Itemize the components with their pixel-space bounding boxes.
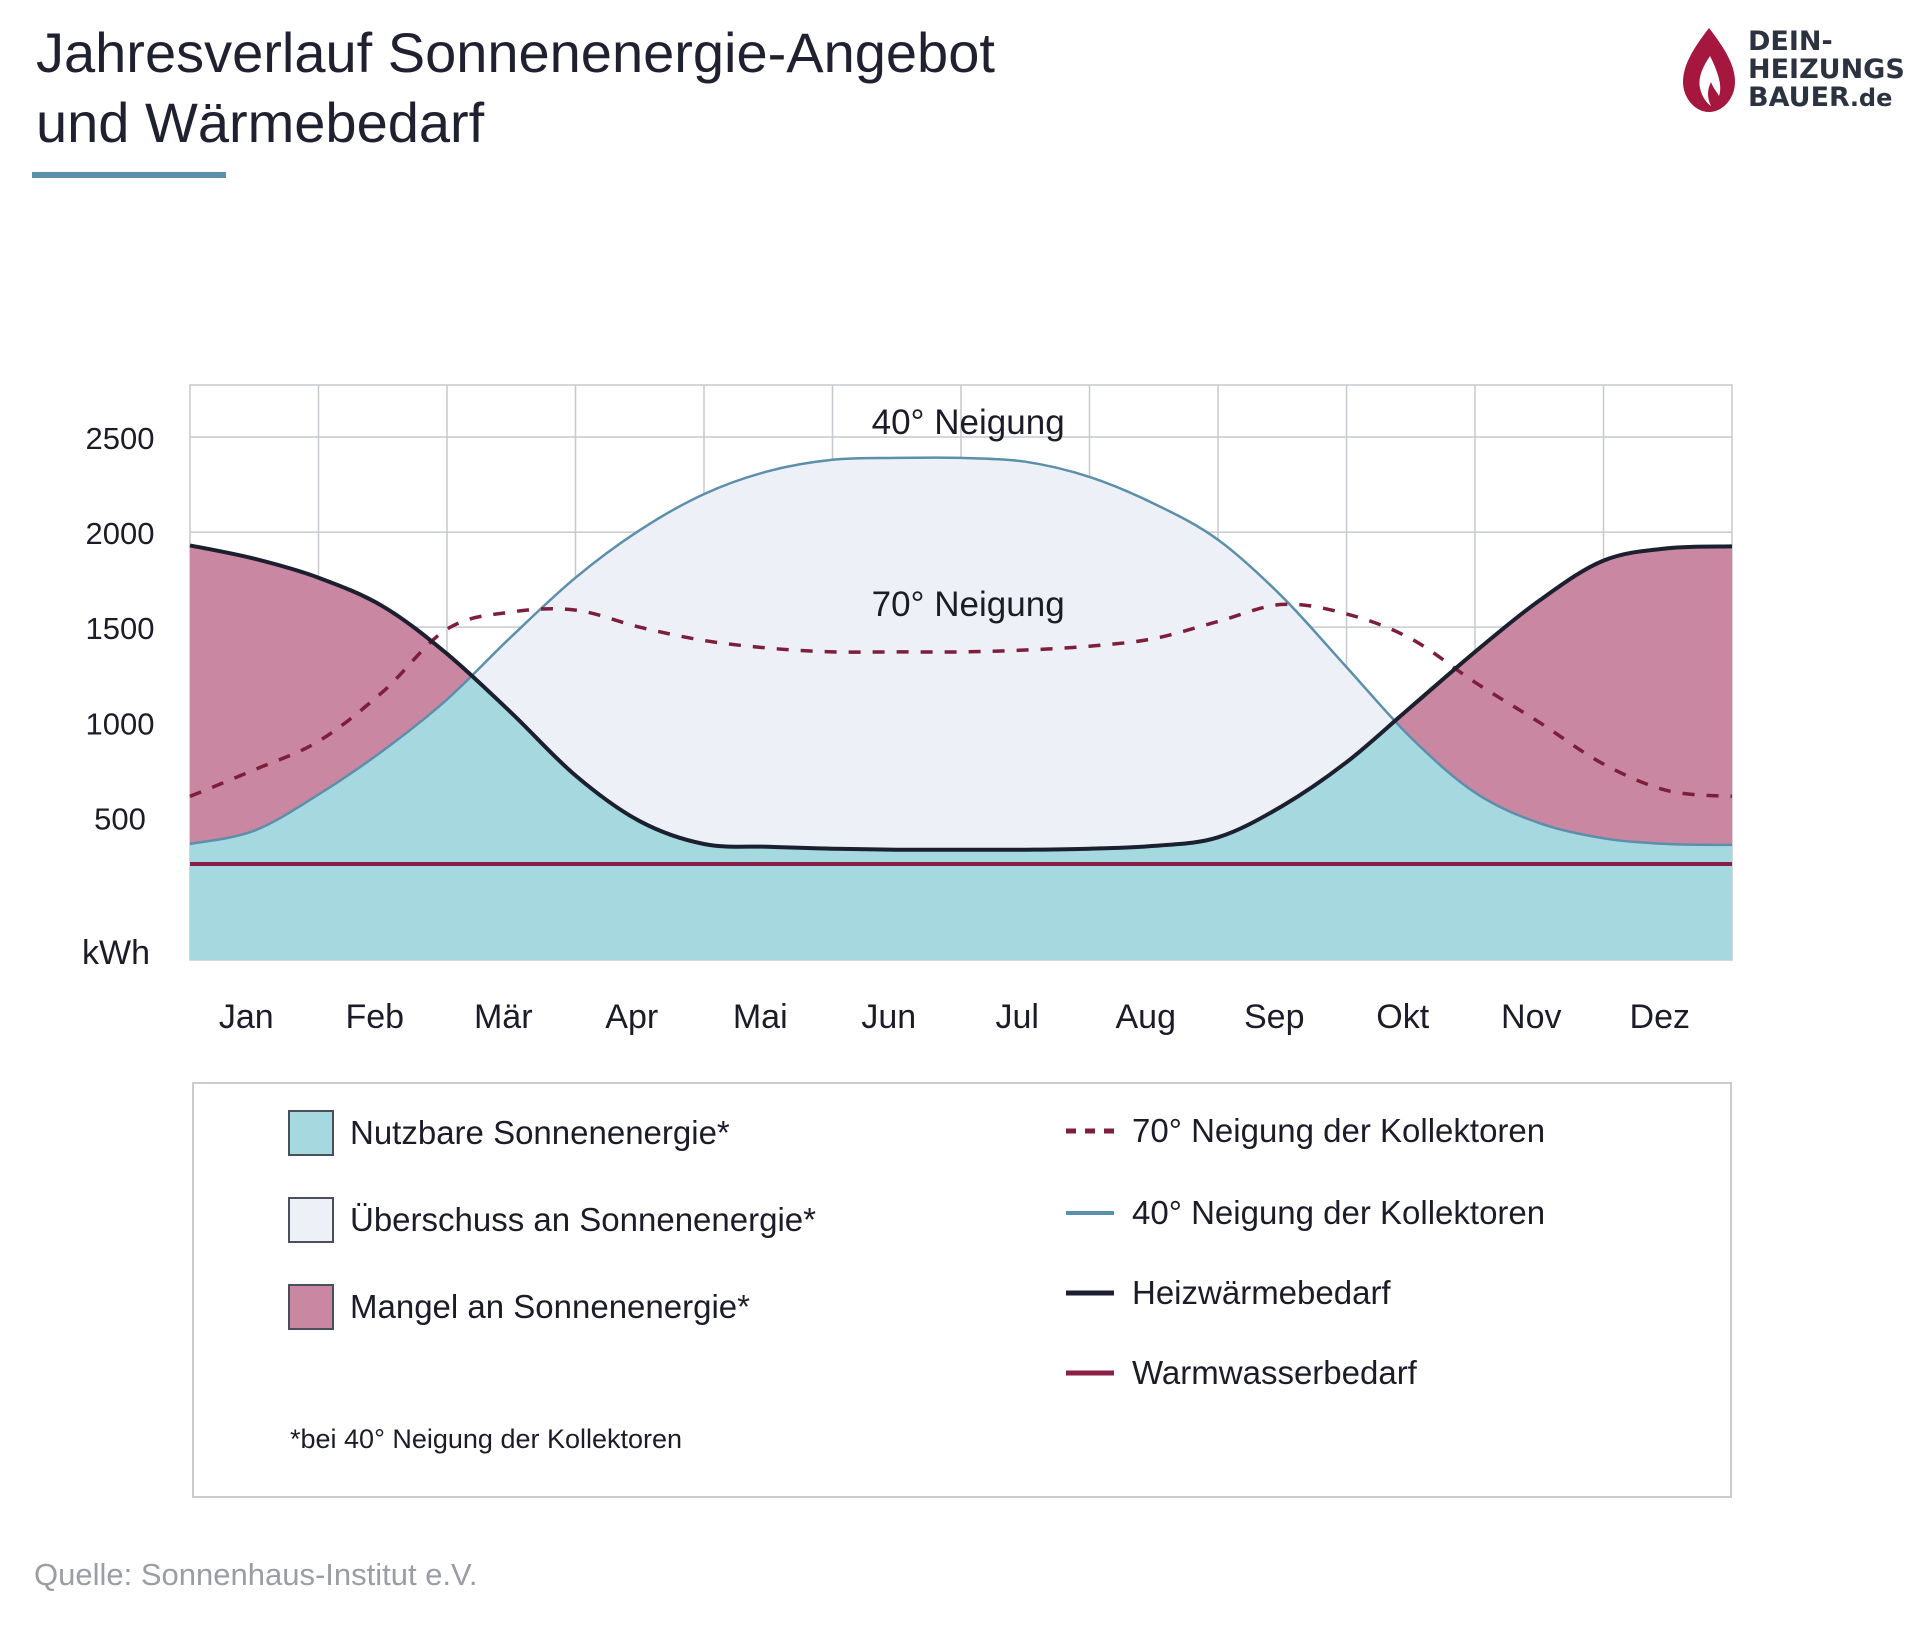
y-tick-label: 1500 [86,611,155,646]
x-tick-label: Sep [1244,998,1305,1036]
title-line-2: und Wärmebedarf [36,91,485,154]
x-tick-label: Nov [1501,998,1561,1036]
legend-swatch-mangel [288,1284,334,1330]
legend-swatch-nutzbar [288,1110,334,1156]
legend-label-heiz: Heizwärmebedarf [1132,1274,1391,1311]
series-annotation: 70° Neigung [872,585,1065,624]
logo-wordmark: DEIN- HEIZUNGS BAUER.de [1748,26,1905,113]
y-tick-label: 2000 [86,516,155,551]
series-line-40 [189,456,1733,847]
legend-swatch-ueberschuss [288,1197,334,1243]
legend-item-nutzbar: Nutzbare Sonnenenergie* [288,1110,730,1156]
x-tick-label: Aug [1116,998,1177,1036]
legend-label-70: 70° Neigung der Kollektoren [1132,1112,1546,1149]
logo-line-2: HEIZUNGS [1748,54,1905,85]
series-annotation: 40° Neigung [872,403,1065,442]
legend-line-warmwasser [1066,1370,1114,1376]
y-tick-label: 2500 [86,421,155,456]
legend-item-heiz: Heizwärmebedarf [1066,1274,1391,1312]
title-underline [32,172,226,178]
legend-item-mangel: Mangel an Sonnenenergie* [288,1284,750,1330]
legend-footnote: *bei 40° Neigung der Kollektoren [290,1424,683,1454]
y-tick-label: 500 [94,801,146,836]
series-line-heiz [189,543,1733,852]
legend-item-ueberschuss: Überschuss an Sonnenenergie* [288,1197,816,1243]
logo-line-3-main: BAUER [1748,82,1850,113]
y-tick-label: 1000 [86,706,155,741]
area-layer [190,457,1732,960]
x-tick-label: Okt [1376,998,1429,1036]
source-note: Quelle: Sonnenhaus-Institut e.V. [34,1557,478,1592]
logo-line-3-suffix: .de [1849,84,1893,112]
logo-line-3: BAUER.de [1748,82,1905,113]
x-tick-label: Jun [861,998,916,1036]
line-layer [189,456,1733,866]
x-tick-label: Jul [996,998,1039,1036]
brand-logo: DEIN- HEIZUNGS BAUER.de [1680,24,1905,124]
legend-label-warmwasser: Warmwasserbedarf [1132,1354,1417,1391]
legend-label-40: 40° Neigung der Kollektoren [1132,1194,1546,1231]
flame-drop-icon [1683,28,1735,112]
y-axis-unit-label: kWh [82,934,150,972]
solar-chart: 500 1000 1500 2000 2500 kWh Jan Feb Mär Apr Mai Jun… [82,384,1733,1036]
legend-item-40: 40° Neigung der Kollektoren [1066,1194,1545,1232]
legend-label-mangel: Mangel an Sonnenenergie* [350,1288,750,1325]
legend: Nutzbare Sonnenenergie* Überschuss an So… [192,1082,1732,1498]
legend-item-70: 70° Neigung der Kollektoren [1066,1112,1545,1150]
legend-line-heiz [1066,1290,1114,1296]
logo-line-1: DEIN- [1748,26,1833,57]
legend-line-70 [1066,1128,1114,1134]
x-tick-label: Dez [1630,998,1690,1036]
x-tick-label: Apr [605,998,658,1036]
legend-line-40 [1066,1211,1114,1215]
chart-title: Jahresverlauf Sonnenenergie-Angebot und … [36,18,995,158]
legend-label-ueberschuss: Überschuss an Sonnenenergie* [350,1201,816,1238]
x-tick-label: Jan [219,998,274,1036]
area-nutzbar [190,545,1732,960]
x-tick-label: Feb [345,998,404,1036]
title-line-1: Jahresverlauf Sonnenenergie-Angebot [36,21,995,84]
x-tick-label: Mai [733,998,788,1036]
text-layer: 500 1000 1500 2000 2500 kWh Jan Feb Mär Apr Mai Jun… [82,403,1690,1036]
x-tick-label: Mär [474,998,533,1036]
legend-label-nutzbar: Nutzbare Sonnenenergie* [350,1114,730,1151]
series-line-70 [189,602,1733,799]
legend-item-warmwasser: Warmwasserbedarf [1066,1354,1417,1392]
